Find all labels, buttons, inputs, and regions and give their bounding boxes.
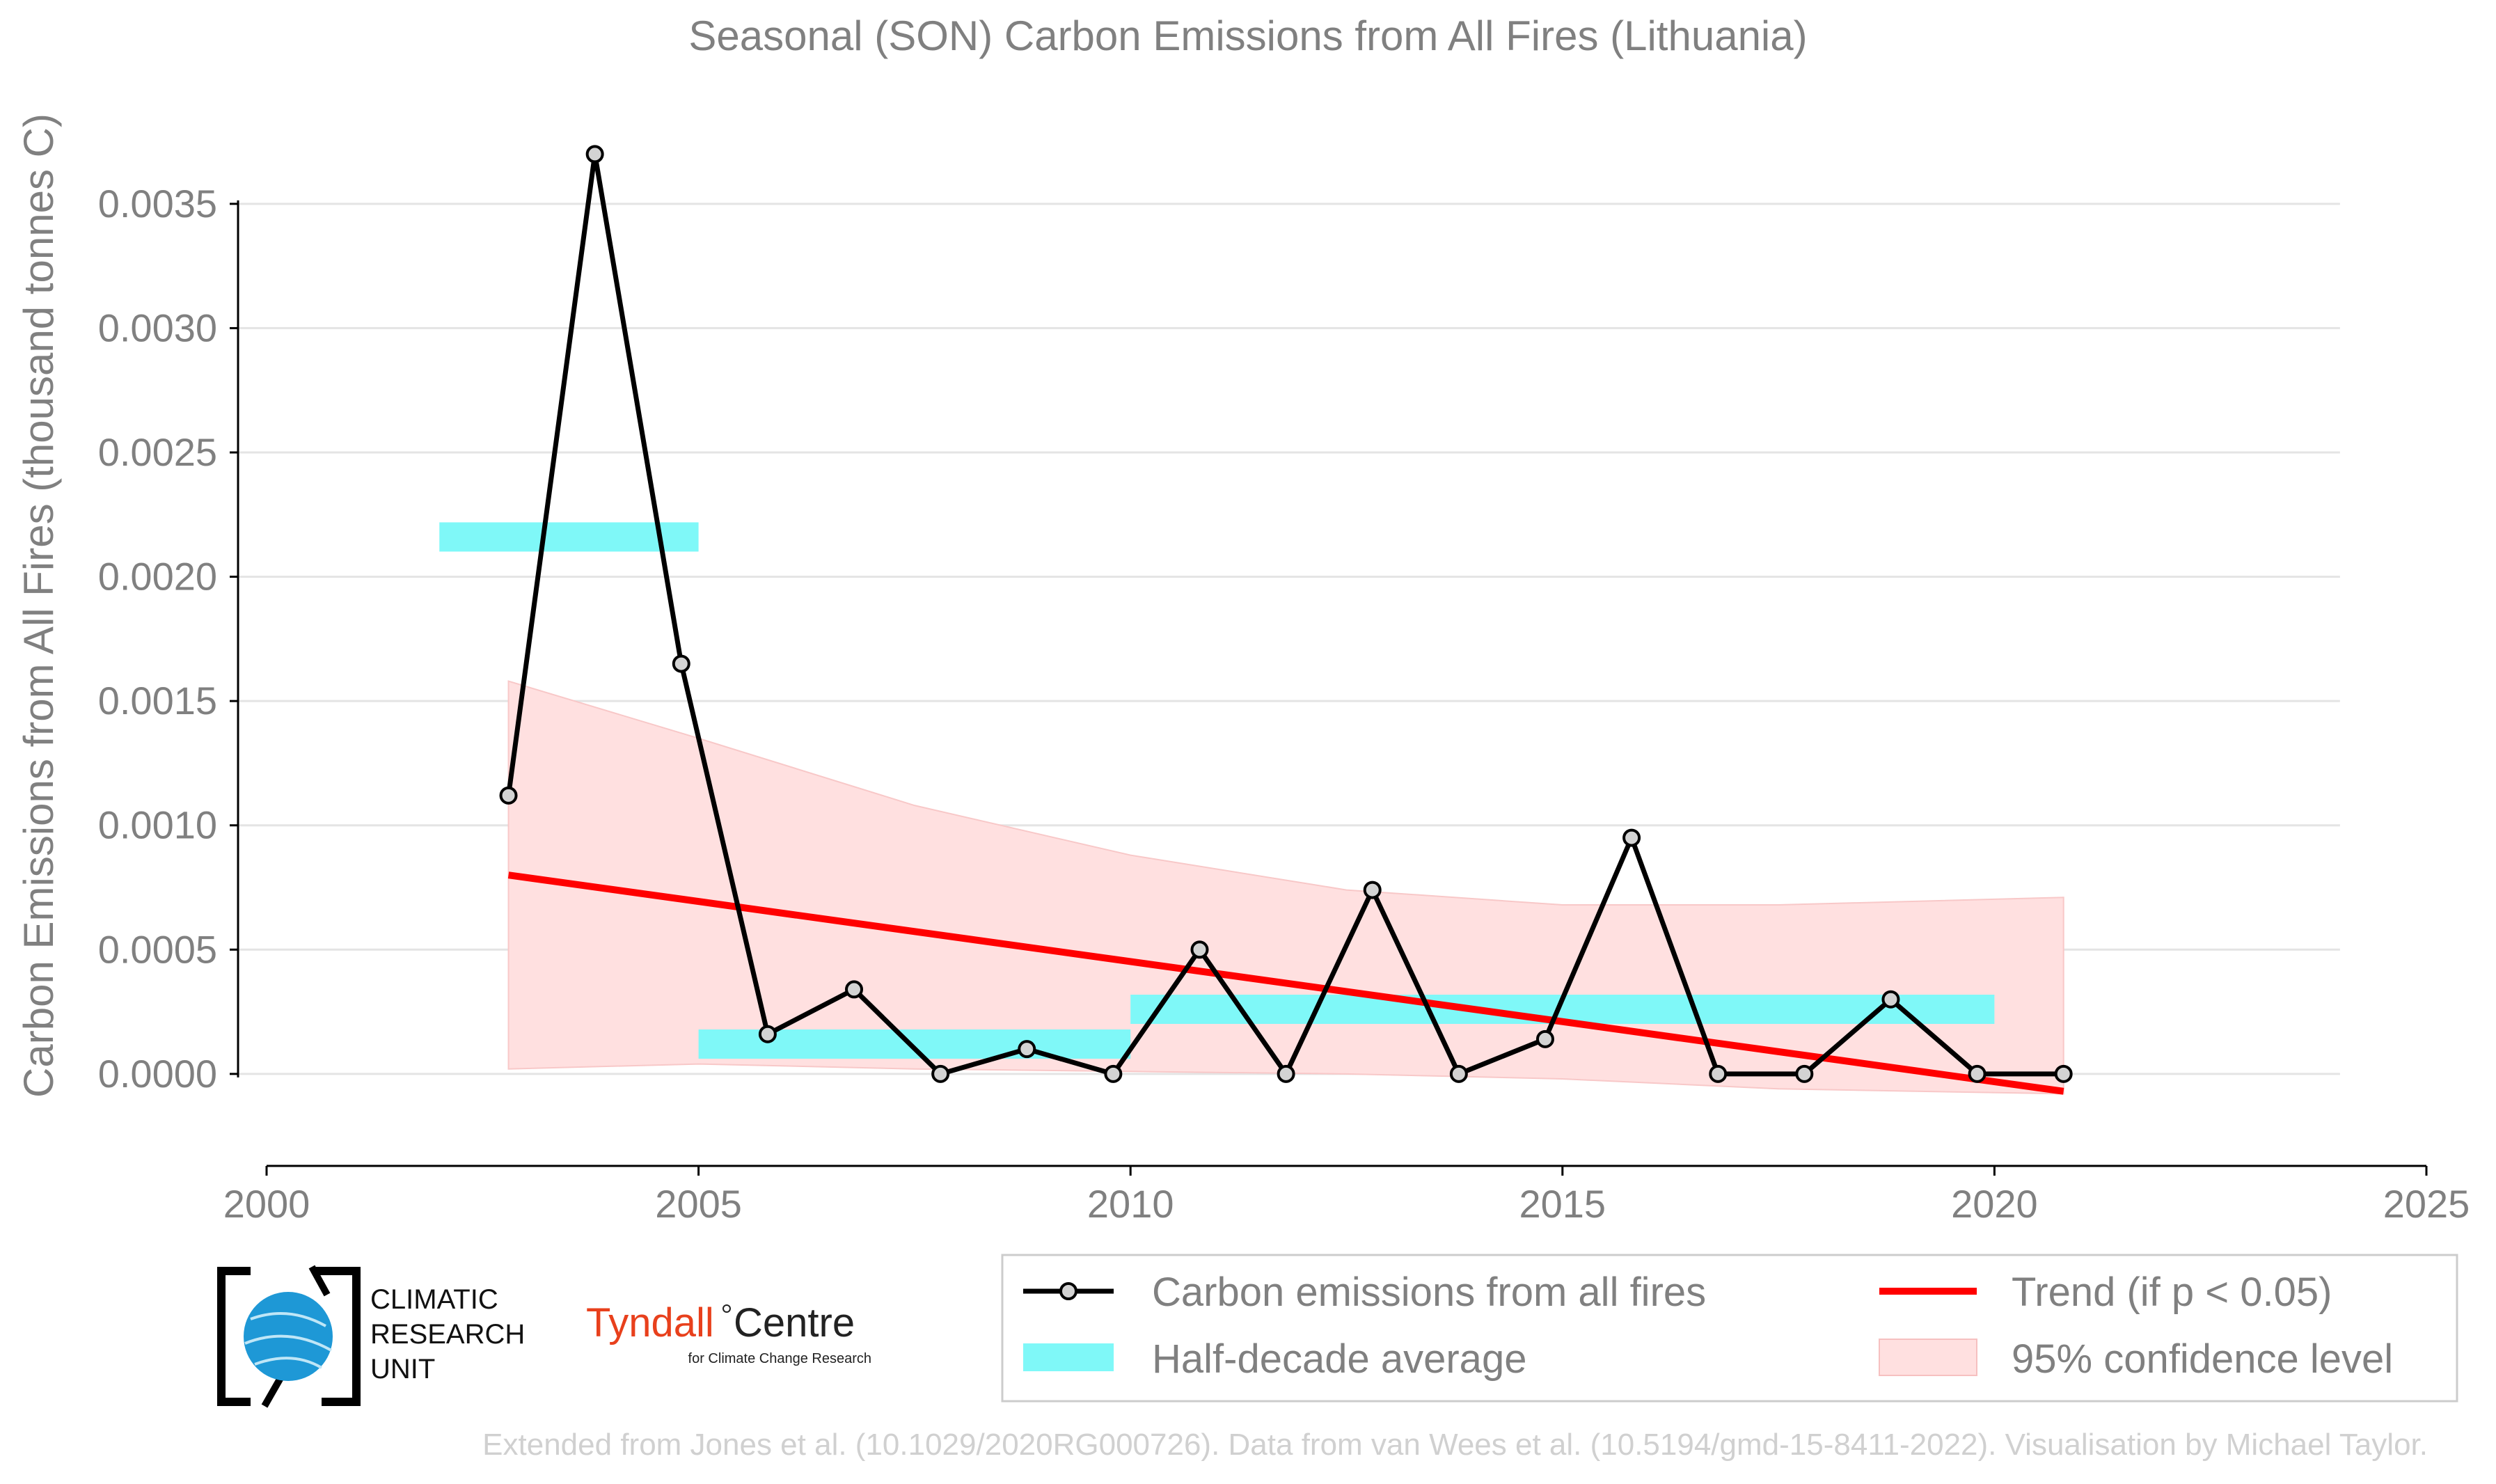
- chart-title: Seasonal (SON) Carbon Emissions from All…: [688, 13, 1807, 59]
- emissions-point: [1449, 1064, 1468, 1083]
- tyndall-logo-name: Tyndall: [586, 1300, 714, 1345]
- emissions-point: [1881, 990, 1900, 1009]
- emissions-point: [1190, 940, 1209, 959]
- y-tick-label: 0.0020: [98, 555, 217, 599]
- x-tick-label: 2015: [1519, 1182, 1606, 1226]
- emissions-point: [672, 654, 690, 673]
- x-tick-label: 2000: [223, 1182, 310, 1226]
- emissions-point: [1622, 828, 1641, 847]
- cru-text-line-3: UNIT: [370, 1354, 435, 1384]
- tyndall-logo-subtitle: for Climate Change Research: [688, 1351, 871, 1366]
- emissions-point: [1104, 1064, 1123, 1083]
- legend-swatch-confidence: [1879, 1339, 1977, 1376]
- emissions-point: [758, 1025, 777, 1043]
- axes: 0.0000 0.0005 0.0010 0.0015 0.0020 0.0025 0.00…: [98, 182, 2470, 1226]
- emissions-point: [1018, 1040, 1036, 1059]
- trend-line: [507, 871, 2064, 1095]
- legend-label-emissions: Carbon emissions from all fires: [1152, 1270, 1706, 1315]
- legend-label-confidence: 95% confidence level: [2012, 1336, 2393, 1382]
- y-tick-label: 0.0030: [98, 306, 217, 349]
- y-tick-label: 0.0000: [98, 1052, 217, 1096]
- tyndall-logo: Tyndall Centre for Climate Change Resear…: [586, 1300, 871, 1366]
- emissions-point: [1709, 1064, 1728, 1083]
- cru-text-line-2: RESEARCH: [370, 1319, 525, 1350]
- y-axis-label: Carbon Emissions from All Fires (thousan…: [15, 113, 62, 1098]
- legend-swatch-half-decade: [1023, 1343, 1114, 1371]
- legend-label-half-decade: Half-decade average: [1152, 1336, 1526, 1382]
- x-tick-label: 2010: [1087, 1182, 1174, 1226]
- confidence-band-area: [507, 680, 2064, 1095]
- emissions-point: [1795, 1064, 1814, 1083]
- emissions-point: [2054, 1064, 2073, 1083]
- emissions-point: [1363, 881, 1382, 899]
- emissions-point: [1968, 1064, 1986, 1083]
- confidence-band: [507, 680, 2064, 1095]
- legend-marker-emissions: [1059, 1282, 1077, 1300]
- emissions-point: [585, 145, 604, 164]
- footer-credits: Extended from Jones et al. (10.1029/2020…: [482, 1428, 2428, 1462]
- y-tick-label: 0.0025: [98, 430, 217, 474]
- y-tick-label: 0.0035: [98, 182, 217, 226]
- x-tick-label: 2005: [655, 1182, 742, 1226]
- emissions-point: [1277, 1064, 1295, 1083]
- emissions-point: [1535, 1029, 1554, 1048]
- trend-line-segment: [507, 871, 2064, 1095]
- legend-box: [1001, 1254, 2458, 1403]
- half-decade-bar: [439, 522, 699, 552]
- tyndall-logo-centre: Centre: [734, 1300, 855, 1345]
- emissions-series: [499, 145, 2073, 1083]
- emissions-point: [845, 980, 864, 999]
- cru-logo: CLIMATIC RESEARCH UNIT: [217, 1265, 525, 1408]
- cru-bracket-right: [316, 1267, 361, 1406]
- emissions-point: [499, 786, 518, 805]
- cru-text-line-1: CLIMATIC: [370, 1284, 498, 1315]
- y-tick-label: 0.0005: [98, 927, 217, 971]
- y-tick-label: 0.0015: [98, 679, 217, 723]
- y-tick-label: 0.0010: [98, 803, 217, 847]
- half-decade-average: [439, 522, 1995, 1059]
- x-tick-label: 2025: [2383, 1182, 2470, 1226]
- x-tick-label: 2020: [1951, 1182, 2038, 1226]
- emissions-point: [931, 1064, 950, 1083]
- legend: Carbon emissions from all fires Half-dec…: [1001, 1254, 2458, 1403]
- legend-label-trend: Trend (if p < 0.05): [2012, 1270, 2332, 1315]
- cru-bracket-left: [217, 1267, 251, 1406]
